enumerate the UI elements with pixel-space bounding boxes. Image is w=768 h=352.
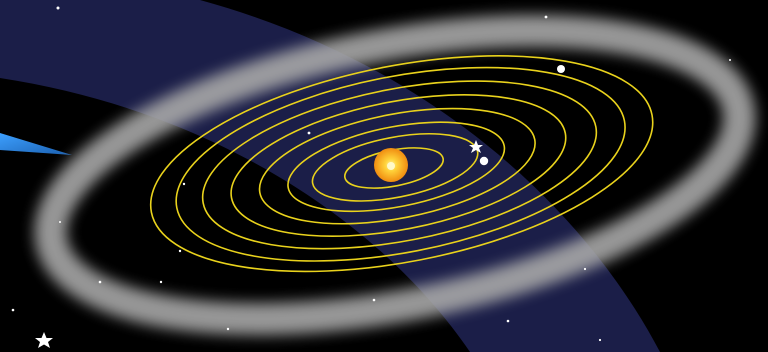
planet-icon (557, 65, 565, 73)
star-dot (179, 250, 181, 252)
star-dot (99, 281, 102, 284)
star-dot (507, 320, 510, 323)
star-dot (729, 59, 731, 61)
star-dot (183, 183, 185, 185)
star-dot (227, 328, 229, 330)
planet-icon (480, 157, 488, 165)
star-dot (59, 221, 61, 223)
star-dot (599, 339, 601, 341)
star-dot (57, 7, 60, 10)
star-dot (160, 281, 162, 283)
sun-core (387, 162, 395, 170)
star-dot (584, 268, 586, 270)
star-dot (308, 132, 311, 135)
star-dot (12, 309, 15, 312)
star-dot (545, 16, 548, 19)
star-dot (373, 299, 376, 302)
